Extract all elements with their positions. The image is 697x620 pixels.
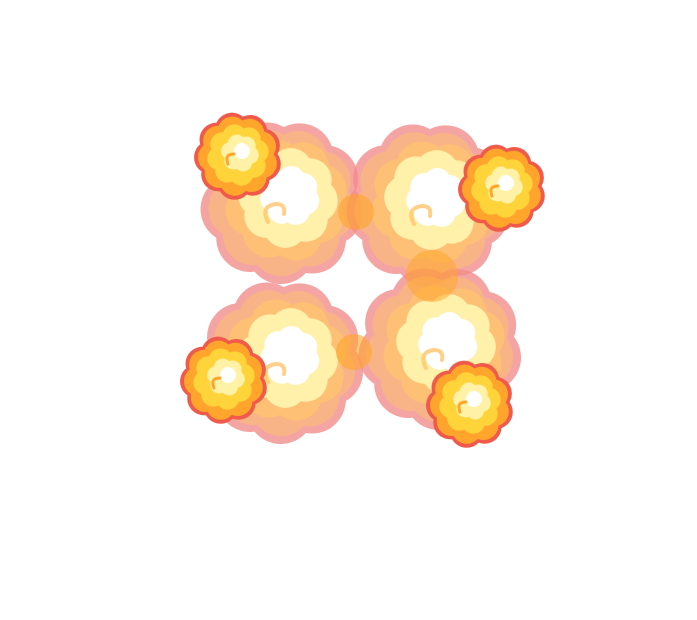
small-fire-bursts xyxy=(180,112,545,448)
overlap-blob xyxy=(338,194,374,230)
overlap-blob xyxy=(406,250,458,302)
fire-burst-2 xyxy=(458,144,545,232)
fire-burst-3 xyxy=(180,336,267,424)
fire-burst-4 xyxy=(426,360,513,448)
overlap-blob xyxy=(336,334,372,370)
fire-burst-1 xyxy=(194,112,281,200)
